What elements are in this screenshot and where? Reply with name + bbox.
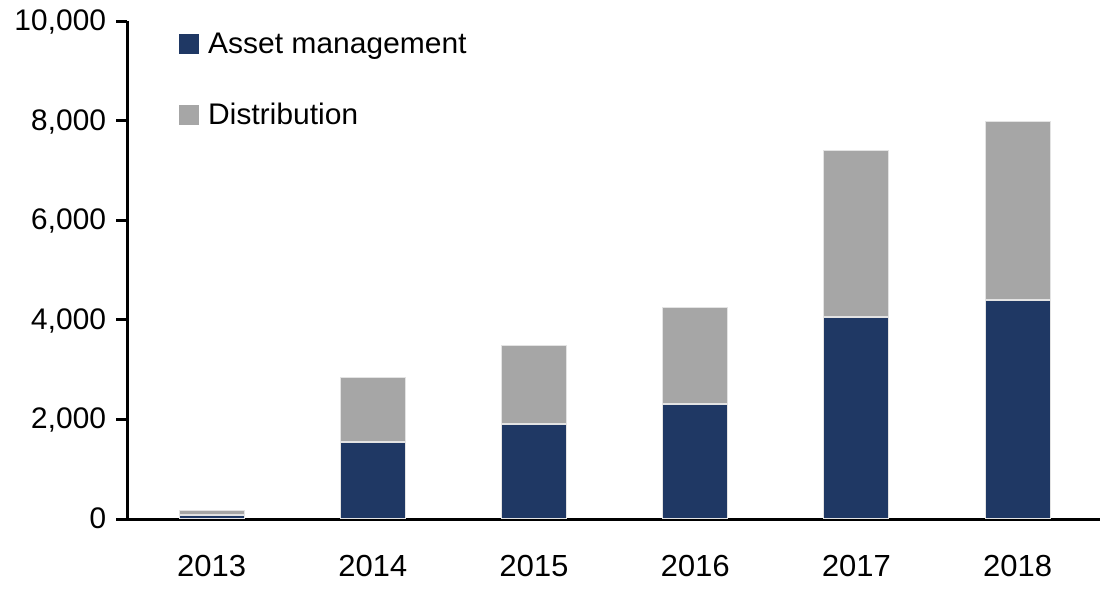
bar-segment-2014-asset-management [339, 441, 406, 519]
y-tick-label-0: 0 [89, 502, 106, 535]
bar-segment-2017-asset-management [823, 317, 890, 519]
bar-segment-2013-distribution [178, 510, 245, 515]
y-tick-10,000 [116, 19, 127, 23]
bar-segment-2018-distribution [984, 120, 1051, 300]
y-tick-8,000 [116, 119, 127, 123]
bar-segment-2015-distribution [500, 344, 567, 425]
y-tick-6,000 [116, 218, 127, 222]
y-tick-label-8,000: 8,000 [30, 103, 106, 137]
y-tick-0 [116, 517, 127, 521]
x-tick-label-2018: 2018 [983, 548, 1052, 583]
legend-swatch-asset-management [179, 34, 199, 54]
y-tick-4,000 [116, 318, 127, 322]
bar-segment-2013-asset-management [178, 514, 245, 519]
legend-item-asset-management: Asset management [179, 29, 466, 59]
bar-segment-2016-distribution [662, 307, 729, 405]
legend-swatch-distribution [179, 105, 199, 125]
y-tick-label-10,000: 10,000 [14, 4, 106, 37]
bar-segment-2014-distribution [339, 377, 406, 442]
bar-segment-2016-asset-management [662, 404, 729, 519]
legend-item-distribution: Distribution [179, 100, 358, 130]
bar-segment-2015-asset-management [500, 424, 567, 519]
y-tick-2,000 [116, 417, 127, 421]
y-tick-label-2,000: 2,000 [30, 402, 106, 436]
bar-segment-2018-asset-management [984, 299, 1051, 519]
x-axis-line [126, 518, 1100, 521]
y-axis-line [126, 21, 129, 521]
x-tick-label-2014: 2014 [338, 548, 408, 583]
legend-label-distribution: Distribution [208, 98, 359, 131]
x-tick-label-2015: 2015 [499, 548, 569, 583]
y-tick-label-6,000: 6,000 [30, 203, 106, 237]
x-tick-label-2016: 2016 [660, 548, 730, 583]
y-tick-label-4,000: 4,000 [30, 302, 106, 336]
x-tick-label-2017: 2017 [821, 548, 891, 583]
x-tick-label-2013: 2013 [177, 548, 246, 583]
legend-label-asset-management: Asset management [208, 27, 467, 60]
bar-segment-2017-distribution [823, 150, 890, 318]
